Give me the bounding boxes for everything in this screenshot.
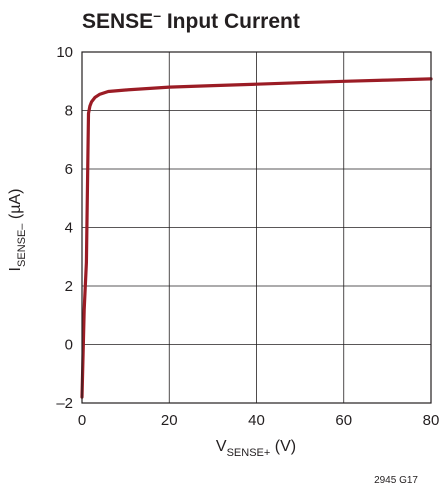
y-axis-label: ISENSE– (µA): [7, 189, 28, 272]
x-axis-label-main: V: [216, 438, 227, 455]
y-tick-label: 4: [65, 220, 73, 237]
series-line: [80, 77, 433, 399]
y-tick-label: 6: [65, 161, 73, 178]
x-tick-label: 0: [78, 412, 86, 429]
x-tick-label: 60: [335, 412, 352, 429]
x-axis-label-subscript: SENSE+: [227, 447, 271, 459]
y-axis-label-rest: (µA): [7, 189, 24, 224]
x-tick-labels: 0 20 40 60 80: [78, 412, 440, 429]
y-tick-label: –2: [56, 395, 73, 412]
x-axis-label: VSENSE+ (V): [216, 438, 296, 459]
x-axis-label-rest: (V): [270, 438, 296, 455]
chart-title-superscript: –: [153, 7, 161, 23]
chart-title-rest: Input Current: [161, 10, 300, 33]
y-axis-label-main: I: [7, 267, 24, 271]
chart-title-main: SENSE: [82, 10, 153, 33]
x-tick-label: 40: [248, 412, 265, 429]
x-tick-label: 20: [161, 412, 178, 429]
plot-frame: [81, 51, 432, 404]
chart-title: SENSE– Input Current: [82, 7, 300, 33]
x-tick-label: 80: [423, 412, 440, 429]
grid: [82, 52, 431, 403]
y-tick-label: 0: [65, 337, 73, 354]
figure-id: 2945 G17: [374, 475, 418, 486]
y-tick-label: 10: [56, 44, 73, 61]
y-tick-label: 8: [65, 103, 73, 120]
y-axis-label-subscript: SENSE–: [16, 223, 28, 267]
y-tick-labels: –2 0 2 4 6 8 10: [56, 44, 73, 412]
series-layer: [80, 77, 433, 399]
y-tick-label: 2: [65, 278, 73, 295]
